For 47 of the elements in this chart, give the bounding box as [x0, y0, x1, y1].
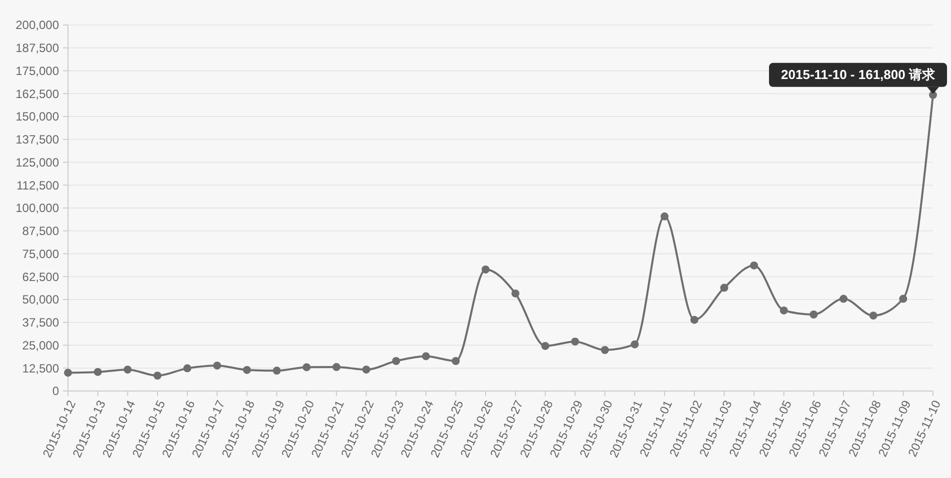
point [422, 352, 430, 360]
point [452, 356, 460, 365]
y-tick-label: 37,500 [22, 316, 60, 330]
y-tick-label: 112,500 [16, 178, 60, 192]
point [660, 212, 669, 220]
y-tick-label: 125,000 [16, 155, 60, 170]
y-tick-label: 50,000 [22, 292, 60, 307]
point [690, 316, 698, 324]
point [183, 364, 192, 372]
point [869, 312, 878, 320]
y-tick-label: 200,000 [16, 18, 60, 32]
y-tick-label: 75,000 [22, 246, 60, 261]
y-tick-label: 0 [52, 384, 60, 398]
point [302, 363, 311, 372]
point [94, 368, 102, 376]
point [272, 366, 281, 375]
point [571, 338, 580, 346]
annotation: 2015-11-10 - 161,800 请求 [781, 66, 936, 82]
y-tick-label: 87,500 [22, 224, 60, 238]
point [153, 372, 162, 380]
point [511, 289, 520, 298]
point [720, 284, 728, 292]
y-tick-label: 175,000 [16, 64, 60, 78]
y-tick-label: 187,500 [16, 41, 60, 56]
point [750, 261, 758, 270]
point [899, 294, 908, 303]
point [541, 342, 550, 350]
point [780, 306, 788, 314]
y-tick-label: 12,500 [22, 361, 60, 376]
point [840, 294, 848, 303]
point [362, 366, 370, 374]
y-tick-label: 137,500 [16, 132, 60, 147]
y-tick-label: 25,000 [22, 338, 60, 352]
point [810, 310, 818, 319]
point [600, 346, 609, 354]
y-tick-label: 162,500 [16, 86, 60, 101]
y-tick-label: 100,000 [16, 201, 60, 216]
point [213, 362, 222, 370]
point [332, 363, 340, 372]
point [630, 340, 639, 348]
y-tick-label: 62,500 [22, 270, 60, 284]
point [64, 368, 72, 377]
point [242, 366, 251, 374]
point [124, 366, 132, 374]
point [392, 356, 400, 365]
point [482, 265, 490, 274]
y-tick-label: 150,000 [16, 110, 60, 124]
